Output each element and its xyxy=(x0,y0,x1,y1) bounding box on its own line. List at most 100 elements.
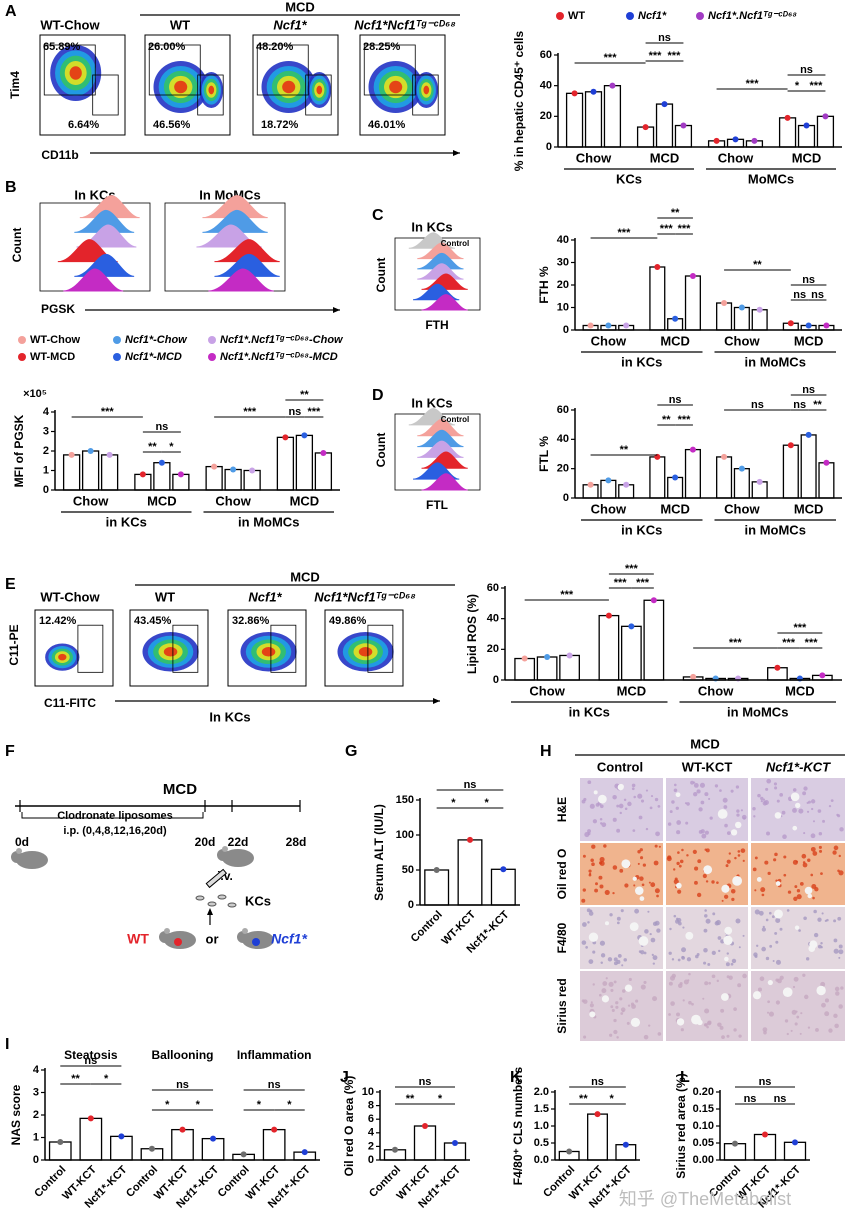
histology-texture xyxy=(690,780,695,785)
histology-texture xyxy=(812,820,816,823)
legend-label: Ncf1*-MCD xyxy=(125,351,182,363)
histology-texture xyxy=(705,918,711,924)
histology-texture xyxy=(799,1032,802,1035)
panel-letter: C xyxy=(372,207,384,224)
histology-space xyxy=(638,936,649,946)
histology-texture xyxy=(820,942,823,945)
bar xyxy=(559,654,580,681)
histology-texture xyxy=(759,976,765,982)
y-tick-label: 40 xyxy=(487,613,499,625)
histology-texture xyxy=(669,975,676,981)
bar-marker xyxy=(805,322,812,329)
histology-texture xyxy=(638,950,642,953)
label: In KCs xyxy=(411,219,452,234)
histology-texture xyxy=(717,936,722,940)
y-tick-label: 0 xyxy=(43,484,49,496)
histology-texture xyxy=(621,989,626,993)
bar xyxy=(716,456,733,499)
histology-texture xyxy=(738,946,741,949)
histology-texture xyxy=(711,974,716,979)
bar xyxy=(797,124,816,148)
histology-texture xyxy=(615,1005,619,1009)
histology-space xyxy=(752,991,762,1000)
histology-texture xyxy=(766,778,772,784)
group-label: Ballooning xyxy=(152,1048,214,1062)
histology-texture xyxy=(639,876,644,881)
histology-texture xyxy=(812,896,815,900)
histology-texture xyxy=(612,794,617,800)
histology-texture xyxy=(643,951,647,955)
label: Ncf1* xyxy=(273,17,307,32)
y-tick-label: 60 xyxy=(557,404,569,416)
histology-texture xyxy=(724,823,728,828)
label: C11-PE xyxy=(7,624,21,665)
significance-label: *** xyxy=(625,563,639,575)
y-tick-label: 1 xyxy=(43,464,49,476)
histology-texture xyxy=(700,800,705,805)
significance-label: ns xyxy=(176,1079,189,1091)
histology-texture xyxy=(821,912,824,915)
label: Control xyxy=(597,759,643,774)
histology-texture xyxy=(717,1022,722,1027)
histology-texture xyxy=(616,921,620,925)
x-tick-label: MCD xyxy=(785,683,815,698)
histology-space xyxy=(629,922,639,932)
histology-texture xyxy=(704,909,707,912)
bar-marker xyxy=(650,597,657,604)
bar-marker xyxy=(139,471,146,478)
histology-texture xyxy=(639,848,643,852)
histology-texture xyxy=(762,1027,768,1032)
histology-texture xyxy=(623,958,627,962)
y-tick-label: 3 xyxy=(43,425,49,437)
bar-marker xyxy=(106,451,113,458)
histology-texture xyxy=(589,1003,594,1008)
histology-texture xyxy=(590,858,594,862)
bar-marker xyxy=(609,82,616,89)
bar-marker xyxy=(751,137,758,144)
histology-space xyxy=(775,881,781,886)
bar xyxy=(816,115,835,148)
mouse-head xyxy=(159,931,171,943)
histology-texture xyxy=(775,959,781,965)
histology-texture xyxy=(619,997,623,1001)
histology-texture xyxy=(783,873,787,877)
histogram-ridge xyxy=(208,268,274,292)
histology-texture xyxy=(757,987,763,992)
histology-texture xyxy=(765,787,769,791)
gate xyxy=(172,624,199,673)
histology-texture xyxy=(769,944,773,948)
histology-texture xyxy=(728,975,733,980)
histology-texture xyxy=(616,916,621,921)
significance-label: ns xyxy=(793,399,806,411)
histology-texture xyxy=(819,849,823,853)
significance-label: *** xyxy=(668,50,682,62)
x-tick-label: MCD xyxy=(792,150,822,165)
histology-texture xyxy=(650,795,654,798)
bar xyxy=(674,124,693,148)
histology-texture xyxy=(702,873,707,879)
bar-marker xyxy=(823,459,830,466)
histology-space xyxy=(756,877,762,882)
histology-texture xyxy=(796,894,802,900)
histology-texture xyxy=(609,1033,613,1037)
label: C11-FITC xyxy=(44,696,96,710)
histology-space xyxy=(732,875,743,886)
histology-texture xyxy=(612,865,618,870)
bar xyxy=(171,1128,194,1161)
bar xyxy=(716,302,733,331)
label: Ncf1*Ncf1ᵀᵍ⁻ᶜᴰ⁶⁸ xyxy=(314,589,416,604)
significance-label: * xyxy=(165,1099,170,1111)
histology-texture xyxy=(708,981,711,985)
histology-texture xyxy=(699,782,706,788)
histology-texture xyxy=(601,988,607,994)
histology-texture xyxy=(687,979,690,982)
histology-space xyxy=(630,1017,641,1027)
histology-texture xyxy=(719,1025,724,1030)
label: MCD xyxy=(285,0,315,14)
histology-texture xyxy=(838,1004,843,1009)
histology-texture xyxy=(802,791,807,796)
histology-texture xyxy=(711,950,716,956)
y-tick-label: 1.0 xyxy=(534,1120,549,1132)
bar xyxy=(314,452,333,491)
label: 48.20% xyxy=(256,41,294,53)
